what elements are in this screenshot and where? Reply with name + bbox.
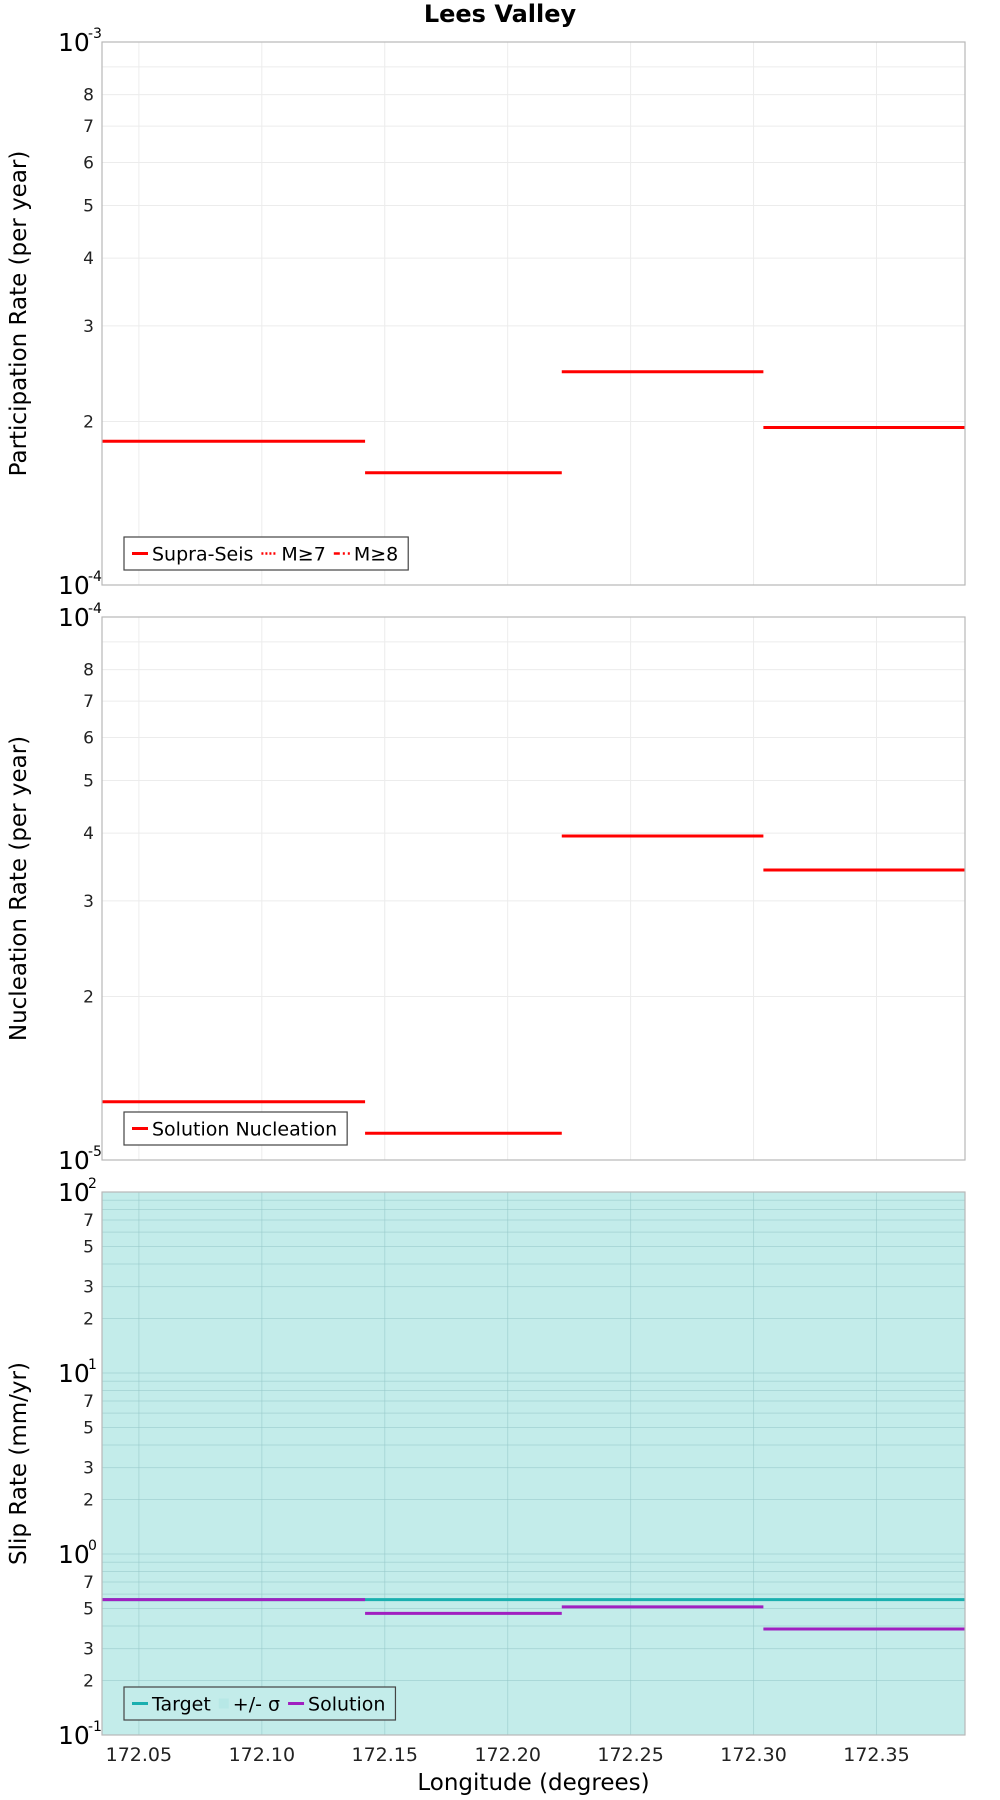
legend: Target +/- σ Solution	[123, 1686, 397, 1721]
y-tick-major: 10	[58, 1146, 90, 1175]
y-tick-minor: 6	[83, 153, 94, 173]
x-tick-label: 172.15	[352, 1744, 418, 1766]
plot-border	[101, 1191, 966, 1736]
y-tick-minor: 7	[83, 1211, 94, 1231]
legend-label: Solution	[308, 1694, 385, 1716]
y-tick-exponent: -1	[88, 1719, 102, 1735]
x-tick-label: 172.35	[843, 1744, 909, 1766]
y-tick-minor: 4	[83, 249, 94, 269]
grid-lines	[102, 42, 965, 586]
y-tick-minor: 5	[83, 771, 94, 791]
series-supra-seis	[102, 370, 965, 475]
y-tick-exponent: -5	[88, 1144, 102, 1160]
x-tick-label: 172.10	[229, 1744, 295, 1766]
x-tick-label: 172.25	[597, 1744, 663, 1766]
x-tick-label: 172.30	[720, 1744, 786, 1766]
legend: Supra-Seis M≥7 M≥8	[123, 536, 409, 571]
y-tick-exponent: -3	[88, 26, 102, 42]
x-tick-label: 172.20	[474, 1744, 540, 1766]
y-tick-minor: 3	[83, 317, 94, 337]
legend: Solution Nucleation	[123, 1111, 348, 1146]
y-tick-major: 10	[58, 28, 90, 57]
x-axis-label: Longitude (degrees)	[417, 1770, 649, 1796]
y-tick-major: 10	[58, 603, 90, 632]
x-tick-labels: 172.05 172.10 172.15 172.20 172.25 172.30 172.…	[106, 1744, 910, 1766]
y-tick-minor: 8	[83, 661, 94, 681]
x-tick-label: 172.05	[106, 1744, 172, 1766]
y-tick-minor: 2	[83, 988, 94, 1008]
y-tick-minor: 5	[83, 196, 94, 216]
grid-lines	[102, 617, 965, 1161]
y-tick-major: 10	[58, 571, 90, 600]
y-tick-minor: 4	[83, 824, 94, 844]
legend-label: +/- σ	[233, 1694, 280, 1716]
y-tick-minor: 3	[83, 1278, 94, 1298]
y-tick-exponent: 0	[88, 1538, 97, 1554]
y-tick-minor: 6	[83, 728, 94, 748]
y-tick-minor: 3	[83, 1459, 94, 1479]
y-tick-exponent: 1	[88, 1357, 97, 1373]
series-solution-nucleation	[102, 834, 965, 1135]
y-tick-major: 10	[58, 1359, 90, 1388]
legend-box	[123, 1686, 397, 1721]
legend-box	[123, 1111, 348, 1146]
plot-border	[101, 41, 966, 586]
y-tick-minor: 5	[83, 1237, 94, 1257]
legend-label: Target	[151, 1694, 211, 1716]
legend-label: M≥8	[354, 544, 398, 566]
y-tick-major: 10	[58, 1178, 90, 1207]
y-tick-minor: 5	[83, 1599, 94, 1619]
chart-title: Lees Valley	[424, 0, 577, 28]
legend-label: Solution Nucleation	[152, 1119, 337, 1141]
y-tick-exponent: -4	[88, 569, 102, 585]
y-tick-major: 10	[58, 1721, 90, 1750]
y-tick-exponent: 2	[88, 1176, 97, 1192]
y-tick-minor: 2	[83, 1310, 94, 1330]
y-tick-exponent: -4	[88, 601, 102, 617]
sigma-band	[102, 1192, 965, 1735]
y-axis-label: Nucleation Rate (per year)	[6, 736, 32, 1041]
legend-label: Supra-Seis	[152, 544, 253, 566]
legend-swatch-band	[218, 1698, 229, 1709]
legend-label: M≥7	[281, 544, 325, 566]
y-tick-minor: 7	[83, 692, 94, 712]
plot-border	[101, 616, 966, 1161]
series-solution	[102, 1598, 965, 1631]
y-tick-major: 10	[58, 1540, 90, 1569]
y-tick-minor: 7	[83, 117, 94, 137]
y-axis-label: Slip Rate (mm/yr)	[6, 1362, 32, 1565]
y-tick-minor: 2	[83, 1672, 94, 1692]
y-tick-minor: 5	[83, 1418, 94, 1438]
y-tick-minor: 7	[83, 1573, 94, 1593]
y-tick-minor: 3	[83, 1640, 94, 1660]
y-tick-minor: 2	[83, 413, 94, 433]
y-tick-minor: 2	[83, 1491, 94, 1511]
y-tick-minor: 8	[83, 86, 94, 106]
y-tick-minor: 3	[83, 892, 94, 912]
grid-lines	[102, 1192, 965, 1736]
y-axis-label: Participation Rate (per year)	[6, 151, 32, 477]
y-tick-minor: 7	[83, 1392, 94, 1412]
